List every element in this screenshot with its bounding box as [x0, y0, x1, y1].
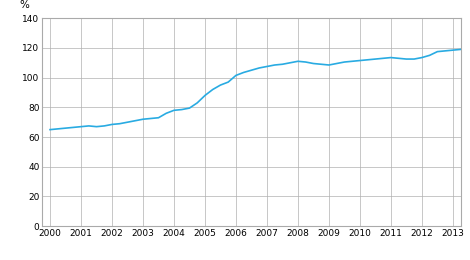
Text: %: % [19, 0, 29, 10]
